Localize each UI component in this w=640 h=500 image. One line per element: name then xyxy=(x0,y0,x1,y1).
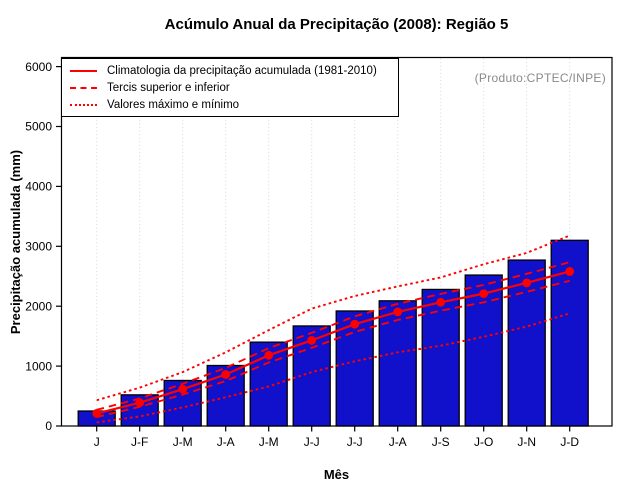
y-tick-label: 0 xyxy=(45,419,52,433)
legend-item-tercis: Tercis superior e inferior xyxy=(62,81,398,95)
x-tick-label: J-A xyxy=(217,435,235,449)
y-tick-label: 5000 xyxy=(25,120,52,134)
y-tick-label: 3000 xyxy=(25,240,52,254)
x-tick-label: J-F xyxy=(131,435,148,449)
x-tick-label: J-M xyxy=(173,435,193,449)
legend-item-maxmin: Valores máximo e mínimo xyxy=(62,98,398,112)
y-tick-label: 1000 xyxy=(25,359,52,373)
legend-item-climatology: Climatologia da precipitação acumulada (… xyxy=(62,64,398,78)
data-point xyxy=(135,398,145,408)
data-point xyxy=(479,289,489,299)
y-tick-label: 4000 xyxy=(25,180,52,194)
legend: Climatologia da precipitação acumulada (… xyxy=(61,58,399,117)
legend-label: Tercis superior e inferior xyxy=(107,81,230,94)
series-line-dashed xyxy=(96,261,570,411)
bar xyxy=(421,288,460,427)
x-axis-label: Mês xyxy=(323,467,350,482)
data-point xyxy=(307,335,317,345)
y-tick-label: 2000 xyxy=(25,299,52,313)
bar xyxy=(507,259,546,427)
producer-watermark: (Produto:CPTEC/INPE) xyxy=(474,71,606,85)
data-point xyxy=(436,297,446,307)
legend-label: Valores máximo e mínimo xyxy=(107,98,240,111)
data-point xyxy=(178,384,188,394)
data-point xyxy=(350,319,360,329)
data-point xyxy=(565,267,575,276)
x-tick-label: J-J xyxy=(304,435,320,449)
legend-label: Climatologia da precipitação acumulada (… xyxy=(107,64,377,77)
plot-border xyxy=(60,56,613,427)
x-tick-label: J-N xyxy=(517,435,536,449)
dashed-line-icon xyxy=(70,86,97,89)
series-line-solid xyxy=(96,270,570,415)
data-point xyxy=(264,350,274,360)
data-point xyxy=(393,307,403,317)
x-tick-label: J-M xyxy=(259,435,279,449)
x-tick-label: J-D xyxy=(560,435,579,449)
chart-title: Acúmulo Anual da Precipitação (2008): Re… xyxy=(164,16,509,33)
x-tick-label: J-O xyxy=(474,435,493,449)
x-tick-label: J xyxy=(94,435,100,449)
solid-line-icon xyxy=(70,69,97,72)
x-tick-label: J-A xyxy=(389,435,407,449)
data-point xyxy=(221,370,231,379)
series-line-dotted xyxy=(96,312,570,424)
x-tick-label: J-S xyxy=(432,435,450,449)
dotted-line-icon xyxy=(70,103,97,106)
y-axis-label: Precipitação acumulada (mm) xyxy=(8,149,23,335)
data-point xyxy=(522,278,532,288)
series-line-dashed xyxy=(96,279,570,418)
data-point xyxy=(92,409,102,418)
y-tick-label: 6000 xyxy=(25,60,52,74)
x-tick-label: J-J xyxy=(347,435,363,449)
bar xyxy=(378,300,417,427)
